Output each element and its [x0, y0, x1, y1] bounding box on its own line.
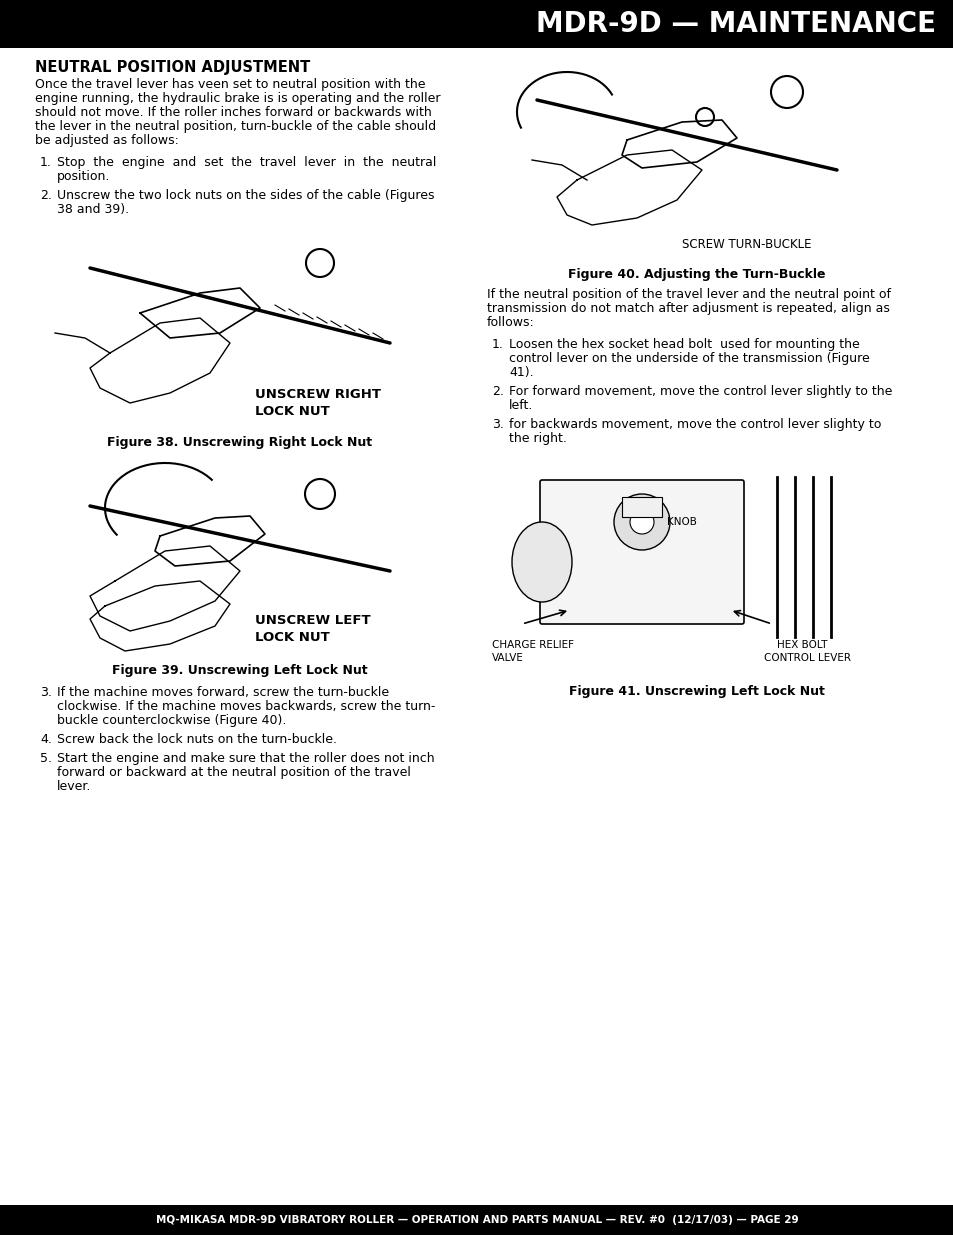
- Text: MDR-9D — MAINTENANCE: MDR-9D — MAINTENANCE: [536, 10, 935, 38]
- Text: 3.: 3.: [492, 417, 503, 431]
- Text: VALVE: VALVE: [492, 653, 523, 663]
- Text: 2.: 2.: [492, 385, 503, 398]
- Text: forward or backward at the neutral position of the travel: forward or backward at the neutral posit…: [57, 766, 411, 779]
- Text: buckle counterclockwise (Figure 40).: buckle counterclockwise (Figure 40).: [57, 714, 286, 727]
- Text: position.: position.: [57, 170, 111, 183]
- Circle shape: [306, 249, 334, 277]
- Bar: [0, 1205, 953, 1235]
- Bar: [0, 0, 953, 48]
- Text: CHARGE RELIEF: CHARGE RELIEF: [492, 640, 574, 650]
- Text: Loosen the hex socket head bolt  used for mounting the: Loosen the hex socket head bolt used for…: [509, 338, 859, 351]
- Text: Unscrew the two lock nuts on the sides of the cable (Figures: Unscrew the two lock nuts on the sides o…: [57, 189, 434, 203]
- Text: clockwise. If the machine moves backwards, screw the turn-: clockwise. If the machine moves backward…: [57, 700, 435, 713]
- Circle shape: [696, 107, 713, 126]
- Text: 41).: 41).: [509, 366, 533, 379]
- Text: CONTROL LEVER: CONTROL LEVER: [763, 653, 850, 663]
- FancyBboxPatch shape: [539, 480, 743, 624]
- Text: follows:: follows:: [486, 316, 535, 329]
- Bar: [486, 61, 938, 261]
- Text: for backwards movement, move the control lever slighty to: for backwards movement, move the control…: [509, 417, 881, 431]
- Circle shape: [614, 494, 669, 550]
- Text: be adjusted as follows:: be adjusted as follows:: [35, 135, 179, 147]
- Text: Figure 38. Unscrewing Right Lock Nut: Figure 38. Unscrewing Right Lock Nut: [108, 436, 373, 450]
- Circle shape: [770, 77, 802, 107]
- Text: should not move. If the roller inches forward or backwards with: should not move. If the roller inches fo…: [35, 106, 432, 119]
- Text: 1.: 1.: [492, 338, 503, 351]
- Text: Stop  the  engine  and  set  the  travel  lever  in  the  neutral: Stop the engine and set the travel lever…: [57, 156, 436, 169]
- Text: Figure 41. Unscrewing Left Lock Nut: Figure 41. Unscrewing Left Lock Nut: [569, 685, 824, 698]
- Text: lever.: lever.: [57, 781, 91, 793]
- Text: transmission do not match after adjusment is repeated, align as: transmission do not match after adjusmen…: [486, 303, 889, 315]
- Text: If the machine moves forward, screw the turn-buckle: If the machine moves forward, screw the …: [57, 685, 389, 699]
- Text: control lever on the underside of the transmission (Figure: control lever on the underside of the tr…: [509, 352, 869, 366]
- Text: Start the engine and make sure that the roller does not inch: Start the engine and make sure that the …: [57, 752, 435, 764]
- Text: 4.: 4.: [40, 734, 51, 746]
- Text: If the neutral position of the travel lever and the neutral point of: If the neutral position of the travel le…: [486, 288, 890, 301]
- Ellipse shape: [512, 522, 572, 601]
- Bar: [45, 456, 435, 656]
- Text: For forward movement, move the control lever slightly to the: For forward movement, move the control l…: [509, 385, 891, 398]
- Text: Once the travel lever has veen set to neutral position with the: Once the travel lever has veen set to ne…: [35, 78, 425, 91]
- Bar: [45, 233, 435, 429]
- Text: Figure 39. Unscrewing Left Lock Nut: Figure 39. Unscrewing Left Lock Nut: [112, 664, 368, 677]
- Text: 2.: 2.: [40, 189, 51, 203]
- Text: Figure 40. Adjusting the Turn-Buckle: Figure 40. Adjusting the Turn-Buckle: [568, 268, 825, 282]
- Text: the lever in the neutral position, turn-buckle of the cable should: the lever in the neutral position, turn-…: [35, 120, 436, 133]
- Text: KNOB: KNOB: [666, 517, 696, 527]
- Text: 1.: 1.: [40, 156, 51, 169]
- Text: Screw back the lock nuts on the turn-buckle.: Screw back the lock nuts on the turn-buc…: [57, 734, 336, 746]
- Text: 5.: 5.: [40, 752, 52, 764]
- Circle shape: [305, 479, 335, 509]
- Text: 38 and 39).: 38 and 39).: [57, 203, 129, 216]
- Circle shape: [629, 510, 654, 534]
- Text: left.: left.: [509, 399, 533, 412]
- Text: HEX BOLT: HEX BOLT: [776, 640, 826, 650]
- Text: the right.: the right.: [509, 432, 566, 445]
- Text: MQ-MIKASA MDR-9D VIBRATORY ROLLER — OPERATION AND PARTS MANUAL — REV. #0  (12/17: MQ-MIKASA MDR-9D VIBRATORY ROLLER — OPER…: [155, 1215, 798, 1225]
- Text: NEUTRAL POSITION ADJUSTMENT: NEUTRAL POSITION ADJUSTMENT: [35, 61, 310, 75]
- Text: SCREW TURN-BUCKLE: SCREW TURN-BUCKLE: [681, 238, 811, 251]
- Bar: [621, 496, 661, 517]
- Text: 3.: 3.: [40, 685, 51, 699]
- Text: engine running, the hydraulic brake is is operating and the roller: engine running, the hydraulic brake is i…: [35, 91, 440, 105]
- Text: UNSCREW RIGHT
LOCK NUT: UNSCREW RIGHT LOCK NUT: [254, 388, 380, 417]
- Text: UNSCREW LEFT
LOCK NUT: UNSCREW LEFT LOCK NUT: [254, 614, 370, 643]
- Bar: [486, 462, 933, 677]
